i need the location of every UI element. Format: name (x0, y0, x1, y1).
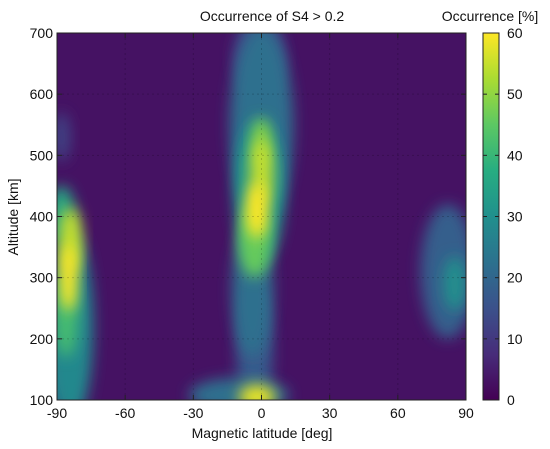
colorbar-tick-label: 60 (507, 25, 523, 41)
x-tick-label: -90 (47, 405, 67, 421)
colorbar-tick-label: 10 (507, 331, 523, 347)
heatmap-cell (59, 244, 78, 312)
chart-title: Occurrence of S4 > 0.2 (200, 8, 345, 24)
colorbar-tick-label: 40 (507, 147, 523, 163)
y-tick-label: 500 (30, 147, 54, 163)
x-tick-label: 90 (458, 405, 474, 421)
x-tick-label: 30 (322, 405, 338, 421)
colorbar-ticks: 0 10 20 30 40 50 60 (483, 25, 523, 408)
colorbar-label: Occurrence [%] (442, 8, 538, 24)
y-tick-label: 600 (30, 86, 54, 102)
y-tick-label: 200 (30, 331, 54, 347)
colorbar-tick-label: 50 (507, 86, 523, 102)
colorbar-tick-label: 20 (507, 270, 523, 286)
x-tick-label: -30 (183, 405, 203, 421)
y-axis-ticks: 100 200 300 400 500 600 700 (30, 25, 466, 408)
colorbar-tick-label: 30 (507, 209, 523, 225)
y-axis-label: Altitude [km] (5, 178, 21, 255)
heatmap-layer (57, 33, 466, 400)
x-axis-label: Magnetic latitude [deg] (192, 425, 333, 441)
heatmap-cell (443, 256, 466, 312)
x-tick-label: -60 (115, 405, 135, 421)
colorbar-tick-label: 0 (507, 392, 515, 408)
y-tick-label: 100 (30, 392, 54, 408)
x-tick-label: 0 (258, 405, 266, 421)
heatmap-cell (238, 384, 276, 400)
heatmap-cell (245, 182, 269, 238)
y-tick-label: 400 (30, 209, 54, 225)
y-tick-label: 700 (30, 25, 54, 41)
x-axis-ticks: -90 -60 -30 0 30 60 90 (47, 33, 474, 421)
x-tick-label: 60 (390, 405, 406, 421)
y-tick-label: 300 (30, 270, 54, 286)
heatmap-cell (57, 112, 71, 162)
